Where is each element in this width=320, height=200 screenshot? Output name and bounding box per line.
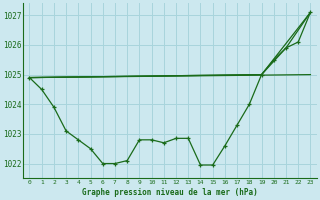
X-axis label: Graphe pression niveau de la mer (hPa): Graphe pression niveau de la mer (hPa) [82,188,258,197]
